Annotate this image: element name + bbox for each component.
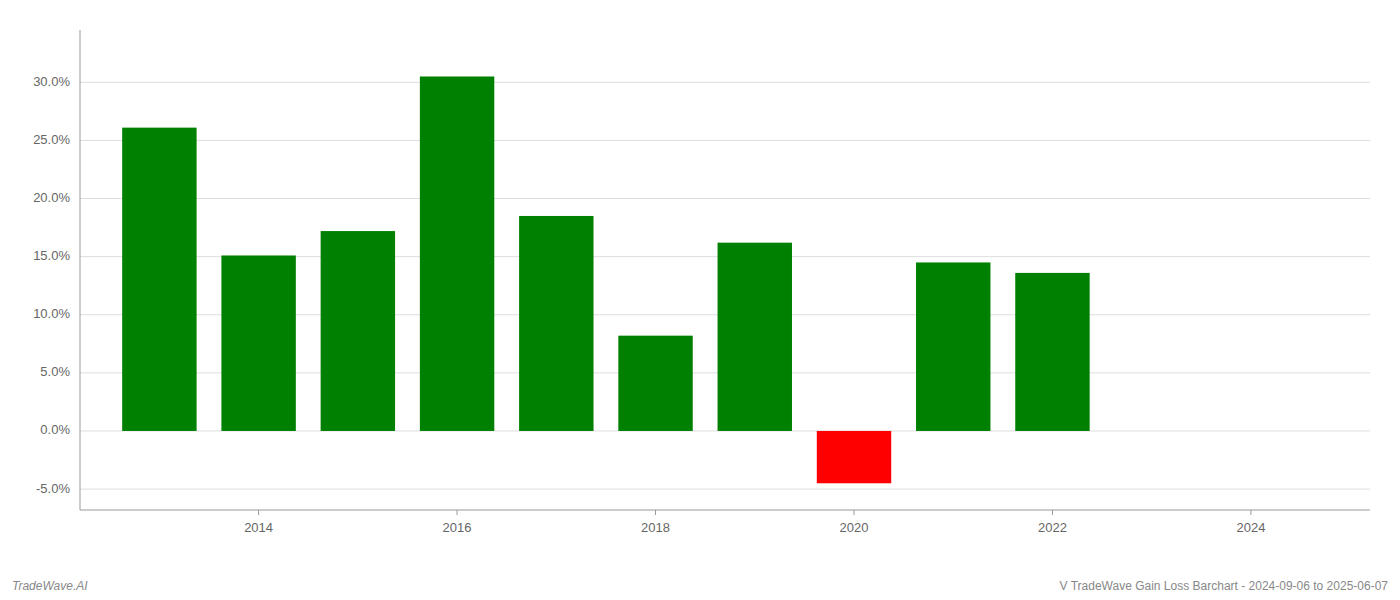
x-tick: [457, 510, 458, 515]
bar: [618, 336, 692, 431]
y-grid: [80, 82, 1370, 489]
footer-right: V TradeWave Gain Loss Barchart - 2024-09…: [1060, 579, 1389, 593]
bar: [916, 262, 990, 431]
x-axis-line: [80, 510, 1370, 511]
x-tick-label: 2020: [840, 520, 869, 535]
bar: [321, 231, 395, 431]
footer-left: TradeWave.AI: [12, 579, 88, 593]
y-tick-label: 0.0%: [40, 422, 70, 437]
x-tick: [1052, 510, 1053, 515]
footer: TradeWave.AI V TradeWave Gain Loss Barcha…: [12, 579, 1388, 593]
bars: [122, 76, 1090, 483]
y-tick-label: 5.0%: [40, 364, 70, 379]
x-tick: [258, 510, 259, 515]
x-tick: [1250, 510, 1251, 515]
y-tick-label: 10.0%: [33, 306, 70, 321]
x-tick-label: 2016: [443, 520, 472, 535]
x-ticks: 2014 2016 2018 2020 2022 2024: [244, 510, 1265, 535]
y-tick-label: 15.0%: [33, 248, 70, 263]
bar: [221, 255, 295, 430]
grid-line: [80, 198, 1370, 199]
bar: [718, 243, 792, 431]
x-tick: [854, 510, 855, 515]
x-tick: [655, 510, 656, 515]
y-tick-label: 25.0%: [33, 132, 70, 147]
bar: [122, 128, 196, 431]
y-tick-label: -5.0%: [36, 481, 70, 496]
y-axis-line: [80, 30, 81, 510]
y-tick-label: 20.0%: [33, 190, 70, 205]
grid-line: [80, 489, 1370, 490]
x-tick-label: 2022: [1038, 520, 1067, 535]
x-tick-label: 2024: [1236, 520, 1265, 535]
grid-line: [80, 82, 1370, 83]
y-tick-labels: -5.0% 0.0% 5.0% 10.0% 15.0% 20.0% 25.0% 30.0%: [33, 74, 70, 496]
bar: [1015, 273, 1089, 431]
chart-svg: -5.0% 0.0% 5.0% 10.0% 15.0% 20.0% 25.0% 30.0% 20…: [0, 0, 1400, 600]
bar: [817, 431, 891, 483]
grid-line: [80, 140, 1370, 141]
y-tick-label: 30.0%: [33, 74, 70, 89]
chart-container: -5.0% 0.0% 5.0% 10.0% 15.0% 20.0% 25.0% 30.0% 20…: [0, 0, 1400, 600]
x-tick-label: 2014: [244, 520, 273, 535]
bar: [420, 76, 494, 430]
bar: [519, 216, 593, 431]
x-tick-label: 2018: [641, 520, 670, 535]
